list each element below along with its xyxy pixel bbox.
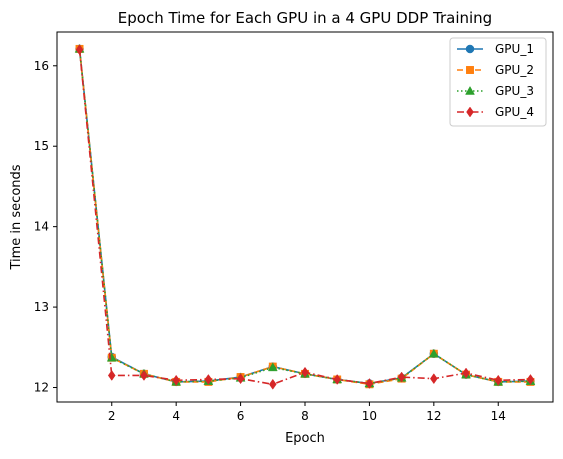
y-tick-label: 14 [34, 220, 49, 234]
y-tick-label: 12 [34, 381, 49, 395]
legend-label: GPU_1 [495, 42, 534, 56]
x-tick-label: 14 [491, 409, 506, 423]
legend-label: GPU_4 [495, 105, 534, 119]
y-axis-label: Time in seconds [9, 164, 24, 270]
x-tick-label: 12 [426, 409, 441, 423]
legend: GPU_1 GPU_2 GPU_3 GPU_4 [450, 38, 546, 126]
x-axis-label: Epoch [285, 431, 325, 446]
legend-marker [466, 66, 473, 73]
x-tick-label: 6 [237, 409, 245, 423]
legend-marker [466, 45, 474, 53]
chart-title: Epoch Time for Each GPU in a 4 GPU DDP T… [118, 9, 492, 27]
x-tick-label: 10 [362, 409, 377, 423]
legend-label: GPU_3 [495, 84, 534, 98]
legend-label: GPU_2 [495, 63, 534, 77]
y-axis-ticks: 12 13 14 15 16 [34, 59, 57, 395]
x-tick-label: 4 [172, 409, 180, 423]
x-tick-label: 2 [108, 409, 116, 423]
x-tick-label: 8 [301, 409, 309, 423]
y-tick-label: 16 [34, 59, 49, 73]
y-tick-label: 13 [34, 300, 49, 314]
x-axis-ticks: 2 4 6 8 10 12 14 [108, 402, 506, 423]
y-tick-label: 15 [34, 139, 49, 153]
